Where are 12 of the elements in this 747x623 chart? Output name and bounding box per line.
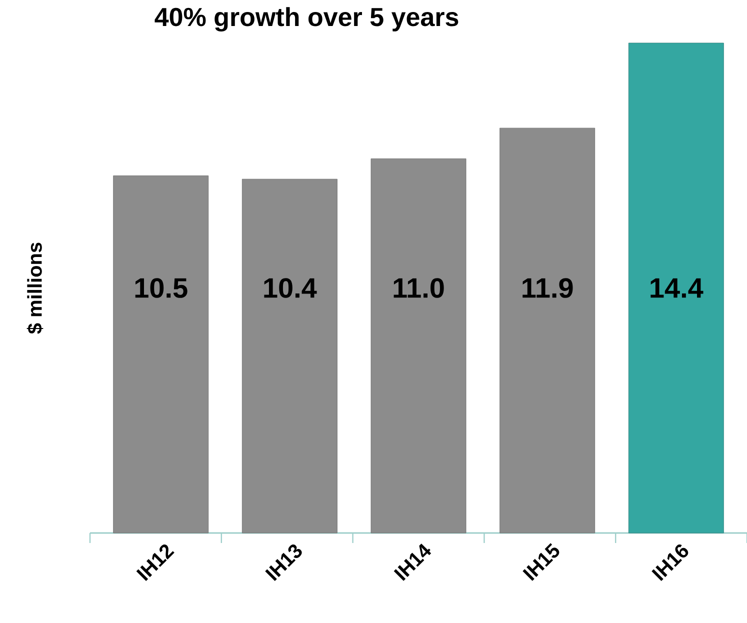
y-axis-title: $ millions: [26, 242, 44, 334]
data-label: 11.0: [394, 278, 444, 298]
chart-title: 40% growth over 5 years: [154, 7, 458, 32]
bar: [242, 178, 338, 534]
bar: [113, 176, 209, 534]
data-label: 10.5: [135, 278, 188, 298]
bar: [370, 158, 466, 534]
data-label: 14.4: [650, 278, 704, 298]
data-label: 10.4: [264, 278, 317, 298]
bar: [500, 128, 596, 534]
bar: [628, 42, 724, 534]
data-label: 11.9: [522, 278, 573, 298]
